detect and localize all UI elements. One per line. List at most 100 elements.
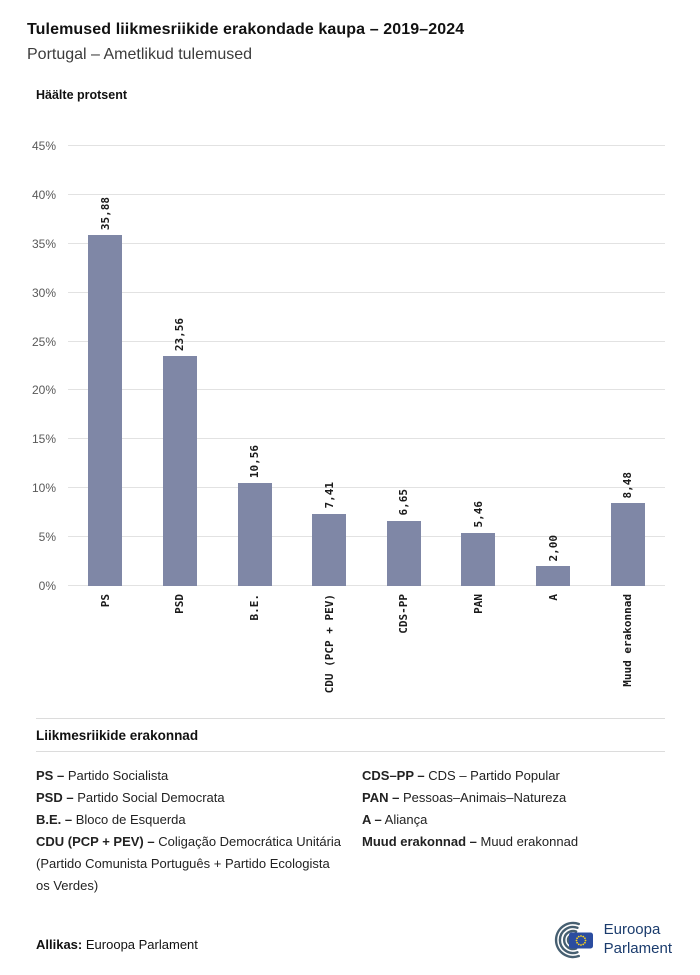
- bar-cell: 35,88: [68, 146, 143, 586]
- gridline: [68, 585, 665, 586]
- category-cell: Muud erakonnad: [590, 594, 665, 698]
- x-axis-category-label: PS: [98, 594, 112, 608]
- y-axis-tick-label: 40%: [31, 187, 56, 202]
- bar: [386, 520, 421, 586]
- x-axis-category-label: PSD: [173, 594, 187, 614]
- y-axis-tick-label: 35%: [31, 236, 56, 251]
- party-abbr: PS –: [36, 768, 65, 783]
- bar: [162, 355, 197, 586]
- flag-stars: [575, 935, 587, 946]
- bar-value-label: 5,46: [471, 501, 485, 528]
- category-cell: PS: [68, 594, 143, 698]
- gridline: [68, 487, 665, 489]
- source-label: Allikas:: [36, 937, 83, 952]
- plot-area: 35,88 23,56 10,56 7,41 6,65 5,46 2,00 8,48 0% 5%…: [32, 139, 665, 593]
- gridline: [68, 340, 665, 342]
- category-cell: PSD: [143, 594, 218, 698]
- party-name: Aliança: [384, 812, 428, 827]
- party-abbr: CDS–PP –: [362, 768, 425, 783]
- y-axis-title: Häälte protsent: [36, 88, 127, 102]
- eu-flag: [568, 932, 593, 949]
- party-abbr: Muud erakonnad –: [362, 834, 477, 849]
- bar-value-label: 23,56: [173, 317, 187, 351]
- bar-cell: 5,46: [441, 146, 516, 586]
- y-axis-tick-label: 0%: [38, 579, 56, 593]
- y-axis-tick-label: 25%: [31, 334, 56, 349]
- bar-chart: 35,88 23,56 10,56 7,41 6,65 5,46 2,00 8,48 0% 5%…: [0, 139, 700, 698]
- bar: [536, 566, 571, 586]
- y-axis-tick-label: 30%: [31, 285, 56, 300]
- gridline: [68, 145, 665, 146]
- x-axis-category-label: CDU (PCP + PEV): [322, 594, 336, 694]
- bar: [312, 513, 347, 586]
- page-title: Tulemused liikmesriikide erakondade kaup…: [27, 21, 465, 38]
- y-axis-tick-label: 5%: [38, 530, 56, 545]
- page-subtitle: Portugal – Ametlikud tulemused: [27, 46, 253, 63]
- bar: [610, 503, 645, 586]
- bar: [88, 235, 123, 586]
- categories-row: PS PSD B.E. CDU (PCP + PEV) CDS-PP PAN A Muud e…: [68, 594, 665, 698]
- gridline: [68, 193, 665, 195]
- legend-item: Muud erakonnad – Muud erakonnad: [362, 831, 665, 853]
- bar: [237, 482, 272, 586]
- y-axis-tick-label: 45%: [31, 139, 56, 153]
- source-value: Euroopa Parlament: [85, 937, 198, 952]
- gridline: [68, 389, 665, 391]
- party-legend-section: Liikmesriikide erakonnad PS – Partido So…: [36, 718, 665, 897]
- y-axis-tick-label: 10%: [31, 481, 56, 496]
- party-abbr: A –: [362, 812, 382, 827]
- legend-item: PAN – Pessoas–Animais–Natureza: [362, 787, 665, 809]
- source-note: Allikas: Euroopa Parlament: [36, 937, 198, 961]
- bar-cell: 7,41: [292, 146, 367, 586]
- bar-cell: 8,48: [590, 146, 665, 586]
- party-name: Partido Socialista: [67, 768, 169, 783]
- party-abbr: CDU (PCP + PEV) –: [36, 834, 155, 849]
- bar-value-label: 6,65: [397, 489, 411, 516]
- legend-heading: Liikmesriikide erakonnad: [36, 728, 199, 743]
- bar-value-label: 10,56: [248, 444, 262, 478]
- ep-logo-text-line1: Euroopa: [603, 921, 661, 939]
- ep-logo-text: Euroopa Parlament: [604, 921, 672, 959]
- category-cell: CDS-PP: [367, 594, 442, 698]
- category-cell: B.E.: [217, 594, 292, 698]
- category-cell: PAN: [441, 594, 516, 698]
- category-cell: CDU (PCP + PEV): [292, 594, 367, 698]
- bar-value-label: 7,41: [322, 482, 336, 509]
- party-name: Bloco de Esquerda: [75, 812, 186, 827]
- header: Tulemused liikmesriikide erakondade kaup…: [0, 0, 700, 64]
- bar-value-label: 8,48: [621, 471, 635, 499]
- bar-cell: 6,65: [367, 146, 442, 586]
- gridline: [68, 291, 665, 293]
- legend-item: CDS–PP – CDS – Partido Popular: [362, 765, 665, 787]
- bar-cell: 23,56: [143, 146, 218, 586]
- bar-value-label: 35,88: [98, 197, 112, 231]
- bar-cell: 2,00: [516, 146, 591, 586]
- legend-item: CDU (PCP + PEV) – Coligação Democrática …: [36, 831, 362, 897]
- party-abbr: B.E. –: [36, 812, 73, 827]
- party-name: CDS – Partido Popular: [428, 768, 560, 783]
- x-axis-category-label: Muud erakonnad: [621, 594, 635, 687]
- x-axis-category-label: PAN: [471, 594, 485, 614]
- legend-item: PSD – Partido Social Democrata: [36, 787, 362, 809]
- bars-row: 35,88 23,56 10,56 7,41 6,65 5,46 2,00 8,48: [68, 146, 665, 586]
- footer: Allikas: Euroopa Parlament: [0, 919, 700, 975]
- y-axis-tick-label: 20%: [31, 383, 56, 398]
- legend-right-column: CDS–PP – CDS – Partido Popular PAN – Pes…: [362, 765, 665, 897]
- legend-item: PS – Partido Socialista: [36, 765, 362, 787]
- legend-item: B.E. – Bloco de Esquerda: [36, 809, 362, 831]
- bar-value-label: 2,00: [546, 534, 560, 562]
- bar: [461, 532, 496, 586]
- party-abbr: PSD –: [36, 790, 74, 805]
- legend-item: A – Aliança: [362, 809, 665, 831]
- y-axis-tick-label: 15%: [31, 432, 56, 447]
- party-name: Muud erakonnad: [480, 834, 579, 849]
- x-axis-category-label: A: [546, 594, 560, 601]
- party-name: Partido Social Democrata: [77, 790, 225, 805]
- bar-cell: 10,56: [217, 146, 292, 586]
- category-cell: A: [516, 594, 591, 698]
- party-name: Coligação Democrática Unitária (Partido …: [36, 834, 342, 893]
- ep-logo-text-line2: Parlament: [603, 940, 672, 957]
- party-name: Pessoas–Animais–Natureza: [402, 790, 567, 805]
- european-parliament-logo: Euroopa Parlament: [531, 919, 672, 961]
